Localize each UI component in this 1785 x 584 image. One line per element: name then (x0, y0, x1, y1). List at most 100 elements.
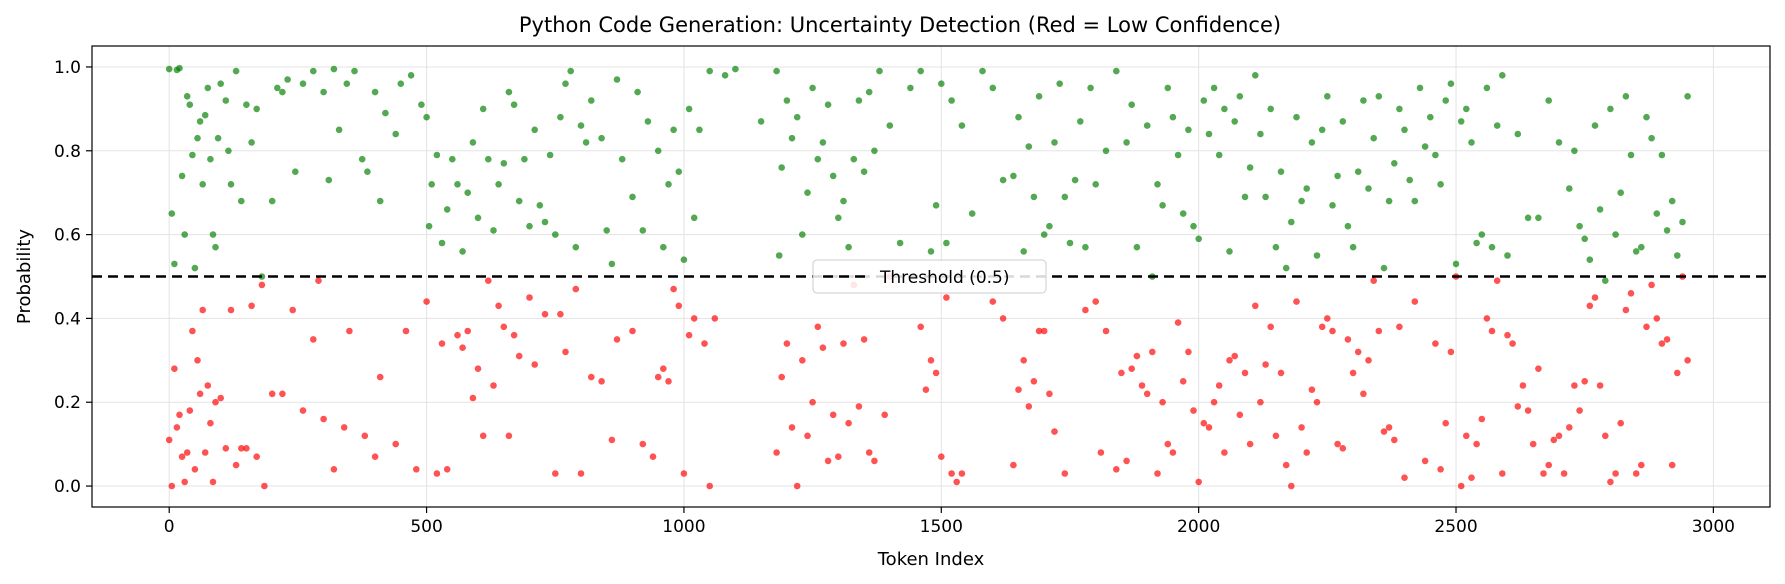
low-confidence-point (1015, 386, 1022, 394)
high-confidence-point (490, 227, 497, 234)
low-confidence-point (1483, 315, 1491, 322)
high-confidence-point (1499, 72, 1506, 79)
low-confidence-point (1658, 340, 1666, 347)
low-confidence-point (1159, 398, 1166, 406)
low-confidence-point (1576, 407, 1583, 414)
low-confidence-point (1457, 482, 1465, 490)
high-confidence-point (418, 101, 425, 108)
low-confidence-point (1550, 436, 1558, 444)
high-confidence-point (1452, 260, 1460, 268)
low-confidence-point (1288, 482, 1295, 490)
high-confidence-point (577, 122, 585, 129)
high-confidence-point (1329, 202, 1336, 209)
low-confidence-point (1540, 470, 1547, 477)
low-confidence-point (212, 398, 219, 406)
high-confidence-point (299, 80, 307, 87)
low-confidence-point (194, 357, 201, 364)
high-confidence-point (1504, 252, 1511, 259)
low-confidence-point (459, 344, 466, 352)
high-confidence-point (1133, 243, 1141, 251)
low-confidence-point (454, 331, 461, 339)
low-confidence-point (649, 453, 657, 461)
high-confidence-point (1648, 134, 1655, 142)
low-confidence-point (469, 394, 477, 402)
high-confidence-point (788, 134, 796, 142)
high-confidence-point (1674, 252, 1681, 259)
low-confidence-point (1102, 327, 1110, 335)
low-confidence-point (1504, 331, 1511, 339)
high-confidence-point (1262, 193, 1269, 201)
low-confidence-point (1040, 327, 1048, 335)
low-confidence-point (376, 373, 384, 381)
low-confidence-point (1514, 403, 1522, 410)
high-confidence-point (186, 101, 194, 108)
high-confidence-point (1576, 222, 1583, 230)
high-confidence-point (425, 222, 433, 230)
low-confidence-point (1529, 440, 1537, 448)
high-confidence-point (865, 88, 873, 96)
low-confidence-point (1535, 365, 1542, 373)
high-confidence-point (840, 197, 847, 205)
high-confidence-point (1046, 222, 1053, 230)
low-confidence-point (189, 327, 196, 335)
low-confidence-point (552, 470, 559, 477)
low-confidence-point (932, 369, 940, 377)
high-confidence-point (654, 147, 662, 155)
y-tick-label: 0.8 (54, 142, 81, 162)
low-confidence-point (330, 466, 338, 473)
high-confidence-point (330, 65, 338, 73)
high-confidence-point (1272, 243, 1280, 251)
low-confidence-point (443, 466, 451, 473)
high-confidence-point (989, 84, 997, 92)
high-confidence-point (1282, 264, 1290, 272)
y-tick-label: 0.6 (54, 226, 81, 246)
low-confidence-point (464, 327, 472, 335)
high-confidence-point (804, 189, 811, 196)
low-confidence-point (196, 390, 204, 398)
low-confidence-point (927, 357, 935, 364)
x-tick-label: 0 (164, 517, 175, 537)
low-confidence-point (1519, 382, 1527, 389)
x-axis-label: Token Index (877, 549, 985, 570)
high-confidence-point (1344, 222, 1352, 230)
low-confidence-point (999, 315, 1007, 322)
high-confidence-point (438, 239, 446, 247)
low-confidence-point (261, 482, 268, 490)
high-confidence-point (1143, 122, 1151, 129)
high-confidence-point (660, 243, 667, 251)
high-confidence-point (1087, 84, 1094, 92)
low-confidence-point (268, 390, 276, 398)
low-confidence-point (1267, 323, 1274, 331)
high-confidence-point (1159, 202, 1166, 209)
high-confidence-point (1385, 197, 1393, 205)
low-confidence-point (204, 382, 212, 389)
high-confidence-point (1221, 105, 1228, 113)
high-confidence-point (1473, 239, 1480, 247)
x-tick-label: 500 (410, 517, 442, 537)
high-confidence-point (201, 111, 209, 119)
low-confidence-point (788, 424, 796, 431)
low-confidence-point (1468, 474, 1475, 482)
low-confidence-point (778, 373, 785, 381)
high-confidence-point (1391, 160, 1398, 167)
high-confidence-point (536, 202, 544, 209)
low-confidence-point (1509, 340, 1516, 347)
high-confidence-point (1493, 122, 1501, 129)
low-confidence-point (1596, 382, 1604, 389)
high-confidence-point (485, 155, 492, 163)
low-confidence-point (178, 453, 186, 461)
low-confidence-point (1421, 457, 1429, 465)
low-confidence-point (191, 466, 199, 473)
low-confidence-point (1303, 449, 1310, 456)
high-confidence-point (1035, 93, 1043, 100)
low-confidence-point (258, 281, 266, 289)
high-confidence-point (1030, 193, 1038, 201)
low-confidence-point (804, 432, 811, 440)
high-confidence-point (1303, 185, 1310, 192)
high-confidence-point (222, 97, 230, 104)
high-confidence-point (685, 105, 693, 113)
high-confidence-point (500, 160, 508, 167)
low-confidence-point (706, 482, 713, 490)
low-confidence-point (479, 432, 487, 440)
high-confidence-point (1375, 93, 1383, 100)
